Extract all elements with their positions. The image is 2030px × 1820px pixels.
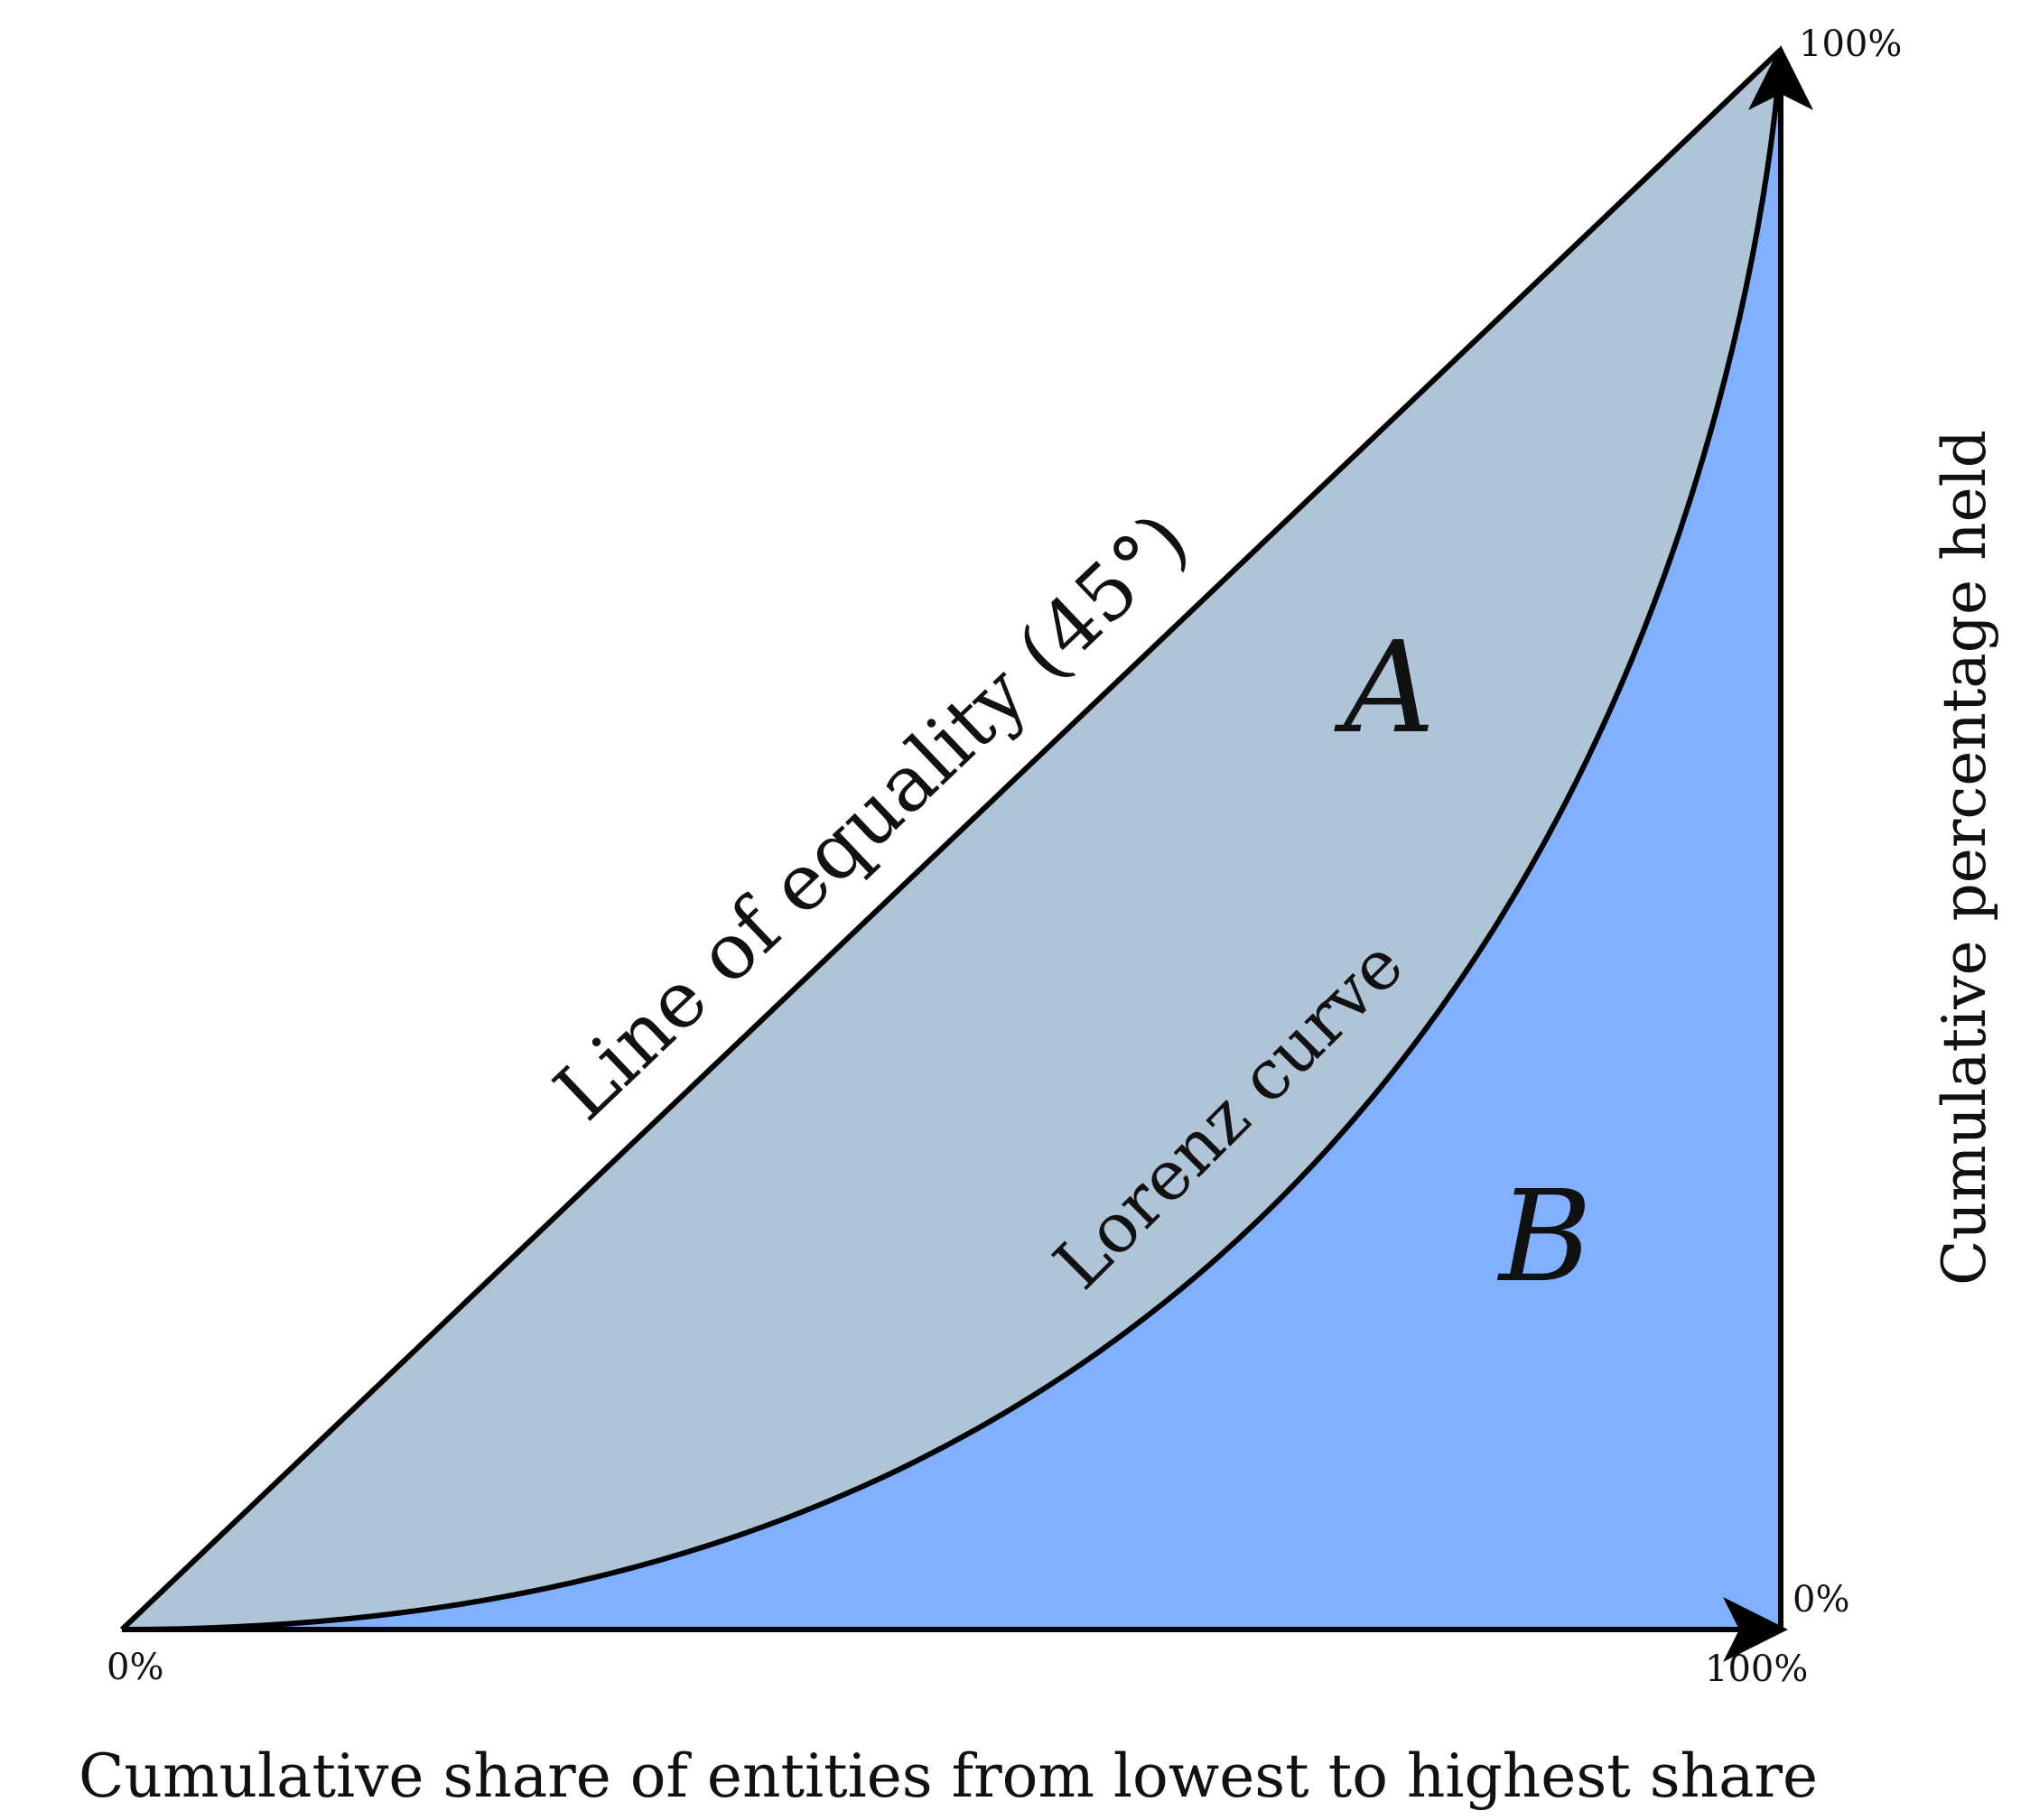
y-top-label: 100% [1799, 23, 1902, 65]
region-b-label: B [1496, 1164, 1592, 1311]
region-a-label: A [1334, 615, 1435, 762]
x-axis-title: Cumulative share of entities from lowest… [79, 1741, 1818, 1811]
y-axis-title: Cumulative percentage held [1930, 430, 1999, 1286]
y-bottom-label: 0% [1793, 1579, 1849, 1620]
x-end-label: 100% [1705, 1648, 1808, 1690]
equality-line [119, 47, 1783, 1632]
origin-label: 0% [107, 1647, 163, 1688]
region-b-fill [122, 50, 1781, 1630]
